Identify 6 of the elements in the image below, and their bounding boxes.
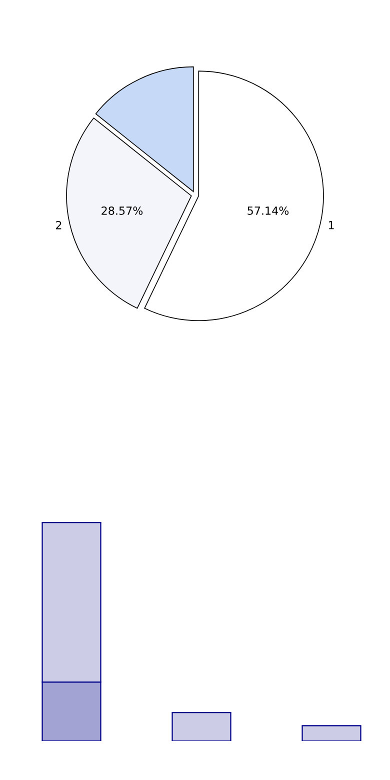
bar <box>172 712 232 741</box>
data-label: 57.14% <box>248 206 289 215</box>
slice-label: 2 <box>56 220 62 230</box>
bar <box>302 725 362 741</box>
data-label: 28.57% <box>102 206 143 215</box>
slice-label: 1 <box>328 221 334 230</box>
